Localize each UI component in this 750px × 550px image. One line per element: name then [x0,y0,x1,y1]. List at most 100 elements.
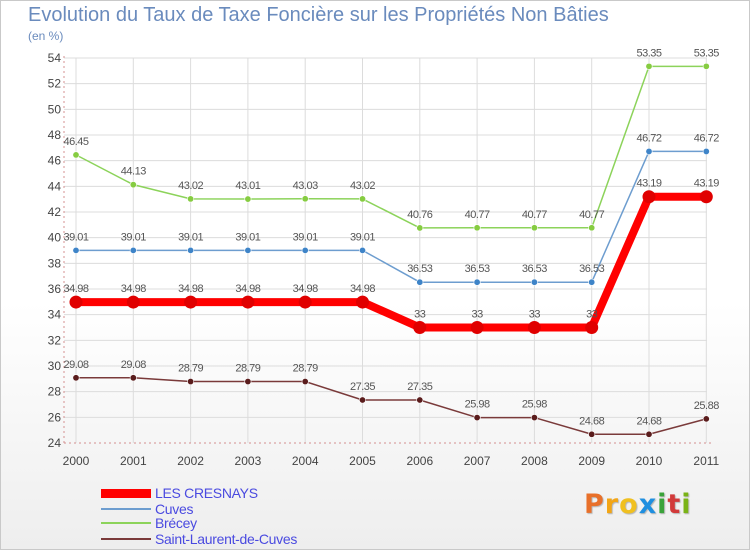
data-point [702,62,710,70]
proxiti-logo[interactable]: Proxiti [584,489,692,520]
y-tick-label: 46 [48,154,62,168]
data-label: 24.68 [579,415,604,427]
data-label: 43.03 [293,180,318,192]
data-label: 43.19 [694,178,719,190]
data-point [645,430,653,438]
data-label: 29.08 [121,359,146,371]
data-point [244,378,252,386]
logo-letter: o [619,489,639,520]
x-tick-label: 2003 [235,454,262,468]
data-label: 28.79 [178,363,203,375]
x-tick-label: 2010 [636,454,663,468]
data-point [588,430,596,438]
data-point [244,195,252,203]
data-point [301,378,309,386]
data-label: 46.72 [636,132,661,144]
data-label: 33 [529,309,541,321]
data-label: 27.35 [350,381,375,393]
data-point [72,151,80,159]
data-label: 34.98 [63,283,88,295]
data-point [298,295,312,309]
data-label: 39.01 [235,231,260,243]
data-point [645,62,653,70]
x-tick-label: 2000 [63,454,90,468]
data-point [527,321,541,334]
data-point [702,147,710,155]
x-tick-label: 2008 [521,454,548,468]
data-label: 33 [414,309,426,321]
legend-item-les-cresnays[interactable]: LES CRESNAYS [101,485,258,501]
legend-label: Brécey [155,515,197,531]
data-label: 43.01 [235,180,260,192]
data-label: 46.45 [63,136,88,148]
x-tick-label: 2009 [578,454,605,468]
legend-item-cuves[interactable]: Cuves [101,501,193,517]
data-label: 36.53 [465,263,490,275]
data-label: 28.79 [235,363,260,375]
data-point [530,414,538,422]
data-point [473,414,481,422]
data-label: 40.77 [465,209,490,221]
data-label: 28.79 [293,363,318,375]
series-line-les-cresnays [72,192,711,332]
data-label: 34.98 [350,283,375,295]
y-tick-label: 54 [48,51,62,65]
data-label: 33 [471,309,483,321]
data-point [129,374,137,382]
data-label: 40.77 [522,209,547,221]
legend-swatch [101,508,151,510]
data-point [588,278,596,286]
y-tick-label: 24 [48,436,62,450]
legend-label: Saint-Laurent-de-Cuves [155,531,298,547]
data-point [530,278,538,286]
data-point [301,195,309,203]
data-label: 44.13 [121,166,146,178]
data-point [585,321,599,334]
data-point [699,190,713,204]
data-label: 34.98 [121,283,146,295]
data-label: 34.98 [293,283,318,295]
y-tick-label: 28 [48,385,62,399]
data-point [358,246,366,254]
data-label: 46.72 [694,132,719,144]
data-point [588,224,596,232]
x-tick-label: 2005 [349,454,376,468]
y-tick-label: 50 [48,102,62,116]
data-point [187,378,195,386]
data-point [358,195,366,203]
data-point [241,295,255,309]
y-tick-label: 30 [48,359,62,373]
data-label: 39.01 [350,231,375,243]
data-label: 53.35 [694,47,719,59]
data-label: 39.01 [63,231,88,243]
data-point [129,246,137,254]
logo-letter: r [604,489,620,520]
data-point [184,295,198,309]
data-label: 39.01 [178,231,203,243]
data-label: 53.35 [636,47,661,59]
x-tick-label: 2011 [693,454,719,468]
series-line-cuves [75,150,708,283]
data-point [416,278,424,286]
series-line-br-cey [75,65,708,229]
data-point [126,295,140,309]
logo-letter: P [584,489,605,520]
logo-letter: t [667,489,682,520]
data-point [356,295,369,309]
data-point [473,224,481,232]
y-tick-label: 32 [48,333,62,347]
legend-item-brecey[interactable]: Brécey [101,515,197,531]
legend-item-saint-laurent-de-cuves[interactable]: Saint-Laurent-de-Cuves [101,531,297,547]
data-label: 29.08 [63,359,88,371]
data-point [187,246,195,254]
data-label: 34.98 [235,283,260,295]
legend-label: LES CRESNAYS [155,485,258,501]
data-point [473,278,481,286]
data-point [358,396,366,404]
data-point [642,190,656,204]
logo-letter: i [657,489,668,520]
y-tick-label: 48 [48,128,62,142]
data-label: 36.53 [579,263,604,275]
data-label: 25.88 [694,400,719,412]
